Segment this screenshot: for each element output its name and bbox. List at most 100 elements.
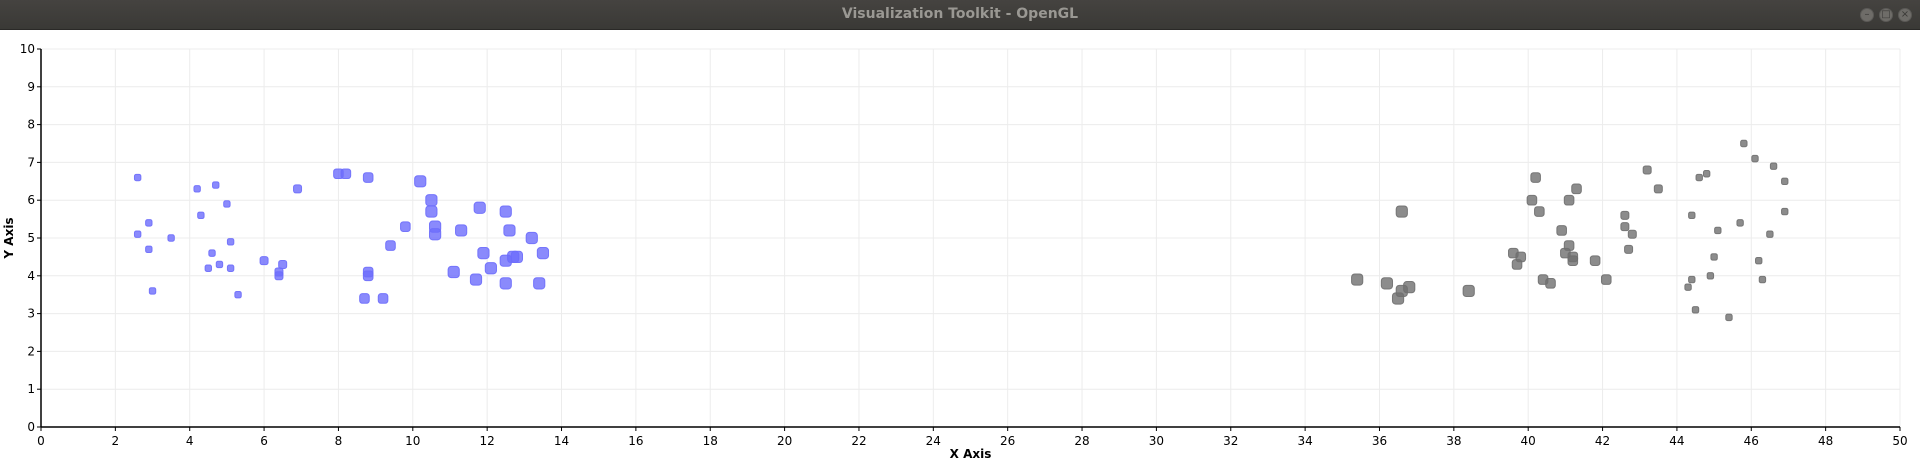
data-point	[425, 205, 438, 218]
data-point	[1653, 184, 1663, 194]
data-point	[536, 247, 550, 260]
data-point	[1751, 154, 1759, 163]
x-tick-label: 44	[1669, 434, 1684, 448]
y-tick-label: 5	[27, 231, 35, 245]
maximize-icon[interactable]: □	[1879, 8, 1893, 22]
data-point	[533, 277, 546, 290]
x-tick-label: 32	[1223, 434, 1238, 448]
data-point	[1600, 274, 1612, 285]
x-tick-label: 10	[405, 434, 420, 448]
x-tick-label: 34	[1297, 434, 1312, 448]
data-point	[362, 172, 374, 183]
x-tick-label: 4	[186, 434, 194, 448]
data-point	[234, 291, 242, 299]
data-point	[414, 175, 427, 188]
minimize-icon[interactable]: –	[1860, 8, 1874, 22]
data-point	[1620, 210, 1630, 220]
data-point	[212, 181, 220, 189]
data-point	[1526, 194, 1538, 206]
x-tick-label: 36	[1372, 434, 1387, 448]
data-point	[145, 245, 153, 254]
data-point	[1642, 165, 1652, 175]
data-point	[1702, 170, 1711, 178]
x-tick-label: 40	[1521, 434, 1536, 448]
y-tick-label: 3	[27, 307, 35, 321]
data-point	[1620, 222, 1630, 232]
data-point	[1710, 253, 1718, 261]
data-point	[503, 224, 516, 237]
data-point	[1563, 194, 1575, 206]
x-tick-label: 20	[777, 434, 792, 448]
y-tick-label: 1	[27, 382, 35, 396]
series-layer	[133, 139, 1789, 322]
x-tick-label: 14	[554, 434, 569, 448]
data-point	[525, 231, 538, 245]
data-point	[473, 201, 486, 214]
x-axis-title: X Axis	[950, 447, 992, 461]
data-point	[223, 200, 231, 208]
close-icon[interactable]: ×	[1898, 8, 1912, 22]
data-point	[1627, 229, 1637, 239]
y-tick-label: 10	[20, 42, 35, 56]
data-point	[1624, 244, 1634, 254]
data-point	[293, 184, 303, 194]
y-axis-title: Y Axis	[2, 217, 16, 259]
data-point	[148, 287, 157, 295]
data-point	[133, 230, 142, 238]
data-point	[145, 219, 153, 227]
data-point	[1769, 162, 1778, 170]
data-point	[1781, 177, 1789, 186]
x-tick-label: 30	[1149, 434, 1164, 448]
data-point	[340, 168, 352, 180]
data-point	[1714, 226, 1722, 235]
data-point	[1695, 173, 1703, 182]
data-point	[1781, 207, 1789, 216]
x-tick-label: 8	[335, 434, 343, 448]
data-point	[197, 211, 205, 220]
data-point	[204, 264, 213, 272]
data-point	[1758, 275, 1767, 284]
data-point	[377, 293, 389, 304]
data-point	[208, 249, 216, 257]
x-tick-label: 28	[1074, 434, 1089, 448]
y-tick-label: 7	[27, 155, 35, 169]
y-tick-label: 0	[27, 420, 35, 434]
x-tick-label: 12	[480, 434, 495, 448]
data-point	[447, 265, 460, 279]
data-point	[278, 259, 288, 269]
data-point	[469, 273, 483, 286]
data-point	[510, 250, 524, 264]
data-point	[1403, 281, 1416, 294]
scatter-chart: 0 2 4 6 8 10 12 14 16 18 20 22 24 26 28 30 32 34 36 38 40 42 4…	[2, 42, 1908, 461]
data-point	[455, 224, 468, 237]
data-point	[1766, 230, 1774, 238]
data-point	[1589, 255, 1601, 266]
data-point	[1563, 240, 1575, 251]
data-point	[499, 205, 512, 218]
data-point	[425, 194, 438, 207]
data-point	[484, 262, 497, 275]
x-tick-label: 50	[1892, 434, 1907, 448]
x-tick-label: 2	[112, 434, 120, 448]
window-title: Visualization Toolkit - OpenGL	[841, 6, 1079, 22]
data-point	[1530, 172, 1541, 183]
data-point	[499, 277, 512, 290]
data-point	[259, 256, 269, 266]
data-point	[1740, 139, 1748, 148]
x-tick-label: 42	[1595, 434, 1610, 448]
data-point	[477, 247, 490, 260]
data-point	[1395, 205, 1408, 218]
x-ticks: 0 2 4 6 8 10 12 14 16 18 20 22 24 26 28 30 32 34 36 38 40 42 4…	[37, 427, 1908, 448]
data-point	[226, 238, 235, 246]
data-point	[1545, 278, 1556, 289]
data-point	[1380, 277, 1394, 290]
data-point	[1567, 255, 1579, 266]
data-point	[1691, 306, 1700, 314]
data-point	[1688, 211, 1696, 220]
grid-lines	[40, 48, 1901, 428]
window-titlebar[interactable]: Visualization Toolkit - OpenGL – □ ×	[0, 0, 1920, 30]
data-point	[1736, 219, 1744, 227]
data-point	[359, 293, 370, 304]
data-point	[1571, 183, 1582, 195]
